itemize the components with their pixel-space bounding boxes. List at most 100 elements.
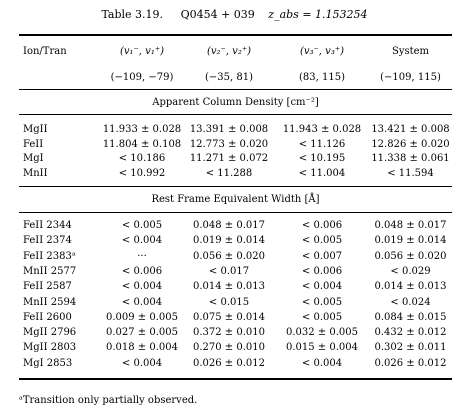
value-cell: 0.084 ± 0.015: [374, 311, 447, 323]
table-row: MnII 2594 < 0.004 < 0.015 < 0.005 < 0.024: [19, 296, 452, 309]
caption-object: Q0454 + 039: [180, 8, 255, 21]
value-cell: 12.826 ± 0.020: [371, 138, 450, 150]
rule-after-ranges: [19, 89, 452, 90]
table-row: MnII 2577 < 0.006 < 0.017 < 0.006 < 0.029: [19, 265, 452, 278]
table-row: FeII 2383ᵃ ··· 0.056 ± 0.020 < 0.007 0.056 ±…: [19, 250, 452, 263]
value-cell: 11.338 ± 0.061: [371, 153, 450, 164]
table-row: MnII < 10.992 < 11.288 < 11.004 < 11.594: [19, 167, 452, 180]
table-row: FeII 11.804 ± 0.108 12.773 ± 0.020 < 11.126…: [19, 138, 452, 151]
value-cell: < 0.005: [121, 220, 163, 231]
table-row: MgII 11.933 ± 0.028 13.391 ± 0.008 11.943 ±…: [19, 123, 452, 136]
column-density-title: Apparent Column Density [cm⁻²]: [152, 97, 319, 108]
table-caption: Table 3.19. Q0454 + 039 z_abs = 1.153254: [0, 8, 469, 21]
table-row: MgII 2796 0.027 ± 0.005 0.372 ± 0.010 0.032…: [19, 326, 452, 339]
value-cell: < 11.594: [387, 167, 434, 179]
value-cell: 0.026 ± 0.012: [374, 357, 447, 369]
ion-transition-cell: MnII 2594: [23, 296, 77, 308]
value-cell: < 0.017: [208, 265, 250, 277]
value-cell: < 0.007: [301, 250, 343, 262]
value-cell: < 0.004: [301, 281, 343, 293]
value-cell: 0.014 ± 0.013: [374, 281, 447, 293]
equiv-width-title: Rest Frame Equivalent Width [Å]: [151, 194, 320, 205]
ion-transition-cell: MgI: [23, 153, 44, 164]
value-cell: 13.391 ± 0.008: [189, 124, 269, 135]
value-cell: 0.026 ± 0.012: [193, 357, 265, 369]
ion-transition-cell: FeII 2587: [23, 281, 72, 293]
value-cell: 11.271 ± 0.072: [189, 153, 269, 164]
table-row: MgI < 10.186 11.271 ± 0.072 < 10.195 11.338 …: [19, 152, 452, 165]
table-row: FeII 2344 < 0.005 0.048 ± 0.017 < 0.006 0.04…: [19, 219, 452, 232]
table-row: FeII 2374 < 0.004 0.019 ± 0.014 < 0.005 0.01…: [19, 234, 452, 247]
ion-transition-cell: FeII 2374: [23, 235, 72, 247]
value-cell: < 0.006: [301, 265, 343, 277]
ion-transition-cell: MnII: [23, 167, 48, 179]
value-cell: < 0.015: [208, 296, 250, 308]
ion-transition-cell: FeII 2383ᵃ: [23, 250, 76, 262]
value-cell: 0.372 ± 0.010: [193, 327, 265, 339]
value-cell: 0.015 ± 0.004: [286, 342, 358, 354]
footnote: ᵃTransition only partially observed.: [19, 395, 198, 406]
caption-redshift: z_abs = 1.153254: [268, 8, 368, 21]
range-comp1: (−109, −79): [110, 72, 174, 83]
value-cell: 12.773 ± 0.020: [189, 138, 269, 150]
header-ion: Ion/Tran: [23, 46, 67, 57]
value-cell: < 0.004: [121, 235, 163, 247]
value-cell: 0.056 ± 0.020: [193, 250, 265, 262]
value-cell: 0.270 ± 0.010: [193, 342, 265, 354]
range-comp2: (−35, 81): [205, 72, 253, 83]
table-row: MgII 2803 0.018 ± 0.004 0.270 ± 0.010 0.015…: [19, 341, 452, 354]
value-cell: < 10.992: [118, 167, 166, 179]
value-cell: < 0.006: [121, 265, 163, 277]
value-cell: 11.933 ± 0.028: [102, 124, 182, 135]
ion-transition-cell: FeII 2344: [23, 220, 72, 231]
header-comp1: (v₁⁻, v₁⁺): [119, 46, 165, 57]
value-cell: 0.302 ± 0.011: [374, 342, 447, 354]
velocity-range-row: (−109, −79) (−35, 81) (83, 115) (−109, 1…: [19, 71, 452, 84]
ion-transition-cell: MgII: [23, 124, 48, 135]
value-cell: < 10.186: [118, 153, 166, 164]
value-cell: < 0.006: [301, 220, 343, 231]
ion-transition-cell: FeII 2600: [23, 311, 72, 323]
rule-after-density: [19, 186, 452, 187]
ion-transition-cell: FeII: [23, 138, 44, 150]
value-cell: 0.019 ± 0.014: [374, 235, 447, 247]
rule-after-density-title: [19, 114, 452, 115]
range-system: (−109, 115): [380, 72, 441, 83]
value-cell: < 0.029: [390, 265, 431, 277]
value-cell: 0.018 ± 0.004: [106, 342, 178, 354]
value-cell: < 0.005: [301, 296, 343, 308]
value-cell: 0.019 ± 0.014: [193, 235, 265, 247]
ion-transition-cell: MgII 2796: [23, 327, 77, 339]
value-cell: 0.048 ± 0.017: [374, 220, 447, 231]
value-cell: 0.056 ± 0.020: [374, 250, 447, 262]
table-row: FeII 2587 < 0.004 0.014 ± 0.013 < 0.004 0.01…: [19, 280, 452, 293]
bottom-rule: [19, 378, 452, 380]
value-cell: < 11.126: [298, 138, 346, 150]
value-cell: < 11.288: [205, 167, 253, 179]
value-cell: 0.048 ± 0.017: [193, 220, 265, 231]
value-cell: 0.032 ± 0.005: [286, 327, 358, 339]
value-cell: < 0.004: [121, 296, 163, 308]
header-comp2: (v₂⁻, v₂⁺): [206, 46, 252, 57]
value-cell: ···: [137, 250, 147, 262]
value-cell: < 0.005: [301, 311, 343, 323]
value-cell: 0.027 ± 0.005: [106, 327, 178, 339]
value-cell: < 0.004: [121, 357, 163, 369]
value-cell: < 0.005: [301, 235, 343, 247]
value-cell: 13.421 ± 0.008: [371, 124, 450, 135]
value-cell: 11.804 ± 0.108: [102, 138, 182, 150]
value-cell: 0.014 ± 0.013: [193, 281, 265, 293]
caption-label: Table 3.19.: [101, 8, 164, 21]
value-cell: 0.432 ± 0.012: [374, 327, 447, 339]
range-comp3: (83, 115): [299, 72, 345, 83]
value-cell: 0.009 ± 0.005: [106, 311, 178, 323]
column-header-row: Ion/Tran (v₁⁻, v₁⁺) (v₂⁻, v₂⁺) (v₃⁻, v₃⁺…: [19, 45, 452, 58]
header-system: System: [391, 46, 430, 57]
value-cell: < 0.004: [301, 357, 343, 369]
top-rule: [19, 34, 452, 36]
value-cell: < 11.004: [298, 167, 346, 179]
ion-transition-cell: MgII 2803: [23, 342, 77, 354]
ion-transition-cell: MnII 2577: [23, 265, 77, 277]
ion-transition-cell: MgI 2853: [23, 357, 73, 369]
value-cell: 0.075 ± 0.014: [193, 311, 265, 323]
